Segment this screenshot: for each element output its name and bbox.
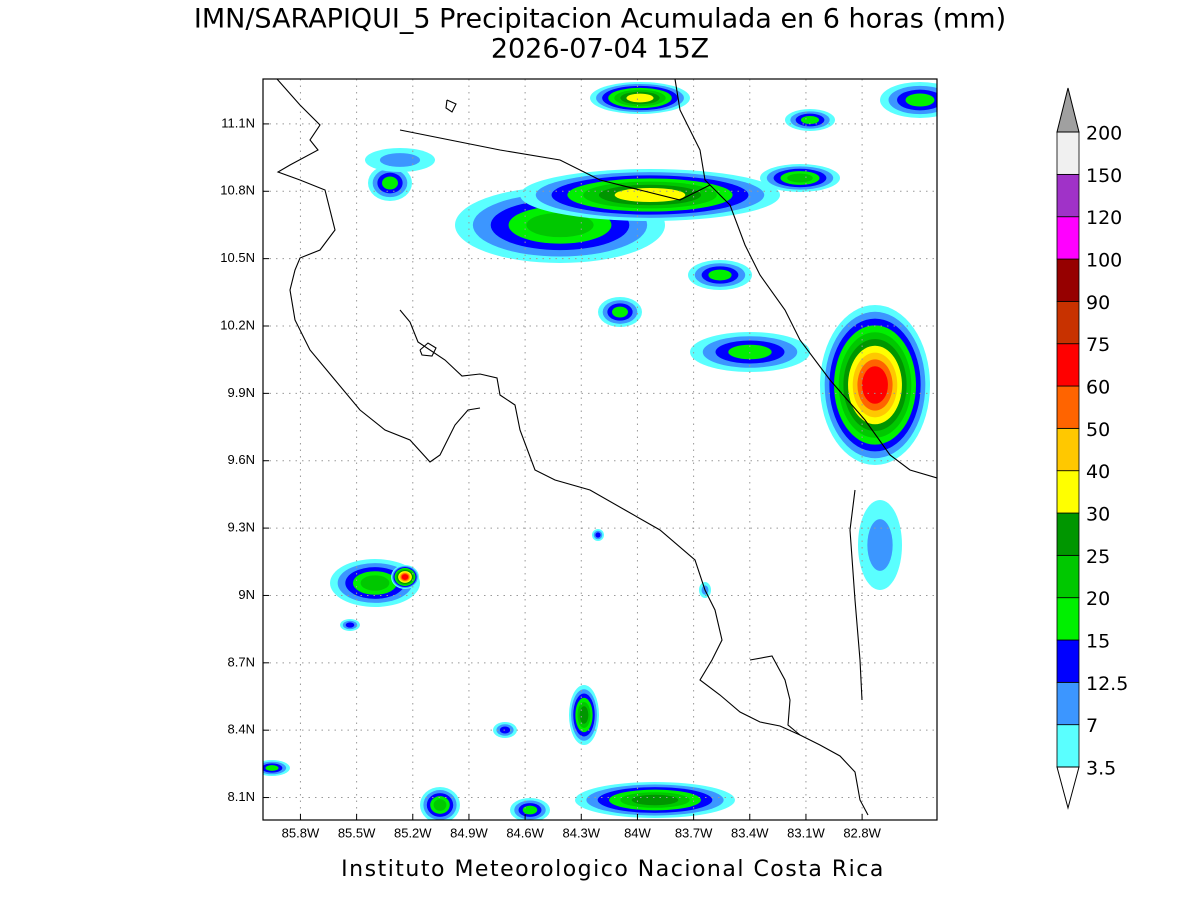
colorbar-segment (1056, 258, 1080, 302)
precip-area (382, 176, 398, 190)
x-tick-label: 83.1W (787, 825, 825, 840)
y-tick-label: 8.7N (228, 654, 255, 669)
colorbar-segment (1056, 512, 1080, 556)
precip-area (595, 532, 601, 538)
colorbar-label: 75 (1086, 334, 1110, 356)
precip-area (265, 765, 279, 771)
colorbar-over (1056, 87, 1080, 133)
precip-area (626, 93, 654, 103)
precip-area (526, 212, 594, 238)
grid: 85.8W 85.5W 85.2W 84.9W 84.6W 84.3W 84W 83.7W 83… (220, 79, 937, 840)
x-tick-label: 85.2W (394, 825, 432, 840)
map-frame (262, 78, 938, 821)
subtitle: 2026-07-04 15Z (491, 34, 709, 65)
precip-area (522, 805, 538, 815)
precip-area (800, 116, 820, 124)
colorbar-segment (1056, 131, 1080, 175)
precip-area (579, 706, 589, 724)
y-tick-label: 9.9N (228, 385, 255, 400)
colorbar-label: 100 (1086, 250, 1122, 272)
nicaragua-border (399, 129, 711, 201)
colorbar-label: 30 (1086, 504, 1110, 526)
footer: Instituto Meteorologico Nacional Costa R… (341, 857, 885, 882)
x-tick-label: 84W (624, 825, 651, 840)
precip-area (787, 173, 813, 183)
panama-border (849, 489, 863, 701)
colorbar-segment (1056, 724, 1080, 768)
y-tick-label: 10.2N (220, 317, 255, 332)
y-tick-label: 8.1N (228, 789, 255, 804)
colorbar-label: 50 (1086, 419, 1110, 441)
colorbar-segment (1056, 597, 1080, 641)
x-tick-label: 82.8W (843, 825, 881, 840)
y-tick-label: 10.8N (220, 183, 255, 198)
colorbar-segment (1056, 639, 1080, 683)
colorbar-segment (1056, 554, 1080, 599)
x-tick-label: 85.5W (338, 825, 376, 840)
precip-area (433, 799, 447, 811)
y-tick-label: 9N (238, 587, 255, 602)
colorbar-label: 60 (1086, 377, 1110, 399)
x-tick-label: 83.7W (675, 825, 713, 840)
y-tick-label: 11.1N (221, 115, 255, 130)
caribbean-coast (674, 79, 937, 479)
precip-area (708, 269, 732, 281)
precip-area (905, 93, 935, 107)
colorbar-label: 7 (1086, 715, 1098, 737)
y-tick-label: 9.3N (228, 520, 255, 535)
lake (445, 99, 457, 113)
x-tick-label: 85.8W (282, 825, 320, 840)
precip-area (360, 575, 390, 591)
colorbar-segment (1056, 216, 1080, 260)
coastlines (276, 79, 937, 816)
pacific-coast (276, 79, 481, 463)
colorbar-label: 25 (1086, 546, 1110, 568)
colorbar-label: 12.5 (1086, 673, 1128, 695)
colorbar-under (1056, 766, 1080, 810)
precip-area (379, 153, 421, 167)
x-tick-label: 83.4W (731, 825, 769, 840)
precip-area (867, 519, 893, 571)
colorbar-label: 3.5 (1086, 758, 1116, 780)
x-tick-label: 84.9W (450, 825, 488, 840)
y-tick-label: 9.6N (228, 452, 255, 467)
colorbar: 3.5 7 12.5 15 20 25 30 40 50 60 75 90 100 120 150 200 (1056, 87, 1128, 810)
colorbar-label: 15 (1086, 631, 1110, 653)
colorbar-label: 150 (1086, 165, 1122, 187)
colorbar-segment (1056, 681, 1080, 726)
colorbar-label: 90 (1086, 292, 1110, 314)
x-tick-label: 84.6W (506, 825, 544, 840)
osa-coast (749, 655, 801, 736)
colorbar-segment (1056, 385, 1080, 429)
island (419, 342, 437, 357)
colorbar-label: 20 (1086, 588, 1110, 610)
precip-area (401, 574, 409, 580)
colorbar-label: 120 (1086, 207, 1122, 229)
colorbar-segment (1056, 470, 1080, 514)
colorbar-segment (1056, 300, 1080, 345)
y-tick-label: 10.5N (220, 250, 255, 265)
colorbar-label: 40 (1086, 461, 1110, 483)
colorbar-segment (1056, 427, 1080, 472)
precip-field (263, 82, 937, 820)
precip-area (862, 366, 888, 404)
title: IMN/SARAPIQUI_5 Precipitacion Acumulada … (194, 4, 1006, 35)
colorbar-label: 200 (1086, 123, 1122, 145)
colorbar-segment (1056, 173, 1080, 218)
y-tick-label: 8.4N (228, 722, 255, 737)
precip-area (612, 306, 628, 318)
colorbar-segment (1056, 343, 1080, 387)
precip-area (614, 187, 686, 203)
precip-area (631, 794, 679, 806)
x-tick-label: 84.3W (562, 825, 600, 840)
precip-area (345, 622, 355, 628)
gulf-coast (399, 309, 869, 816)
